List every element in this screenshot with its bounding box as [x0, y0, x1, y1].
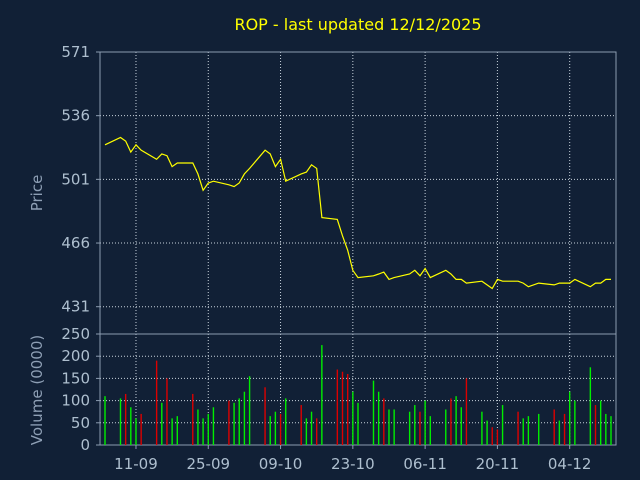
price-series-line: [104, 136, 611, 290]
price-axis-label: Price: [28, 175, 46, 212]
x-tick-label: 20-11: [476, 455, 520, 473]
volume-grid: [100, 334, 616, 445]
price-panel: 571 536 501 466 431 Price: [28, 43, 617, 335]
volume-bars: [104, 345, 612, 445]
volume-panel: 250 200 150 100 50 0 Volume (0000): [28, 325, 617, 454]
x-tick-label: 11-09: [114, 455, 158, 473]
price-y-tick-label: 466: [61, 234, 90, 252]
price-plot-frame: [99, 51, 617, 335]
volume-y-tick-label: 0: [80, 436, 90, 454]
volume-y-tick-label: 150: [61, 369, 90, 387]
x-tick-label: 04-12: [548, 455, 592, 473]
x-tick-label: 25-09: [186, 455, 230, 473]
x-ticks: 11-09 25-09 09-10 23-10 06-11 20-11 04-12: [114, 445, 591, 473]
x-tick-label: 23-10: [331, 455, 375, 473]
volume-y-tick-label: 250: [61, 325, 90, 343]
x-tick-label: 06-11: [403, 455, 447, 473]
price-y-tick-label: 571: [61, 43, 90, 61]
volume-y-ticks: 250 200 150 100 50 0: [61, 325, 100, 454]
price-grid: [100, 52, 616, 334]
price-y-tick-label: 536: [61, 107, 90, 125]
chart-title: ROP - last updated 12/12/2025: [234, 15, 481, 34]
x-tick-label: 09-10: [259, 455, 303, 473]
price-y-tick-label: 431: [61, 298, 90, 316]
price-y-tick-label: 501: [61, 170, 90, 188]
volume-y-tick-label: 100: [61, 392, 90, 410]
volume-axis-label: Volume (0000): [28, 335, 46, 445]
volume-y-tick-label: 200: [61, 347, 90, 365]
volume-y-tick-label: 50: [71, 414, 90, 432]
price-y-ticks: 571 536 501 466 431: [61, 43, 100, 316]
